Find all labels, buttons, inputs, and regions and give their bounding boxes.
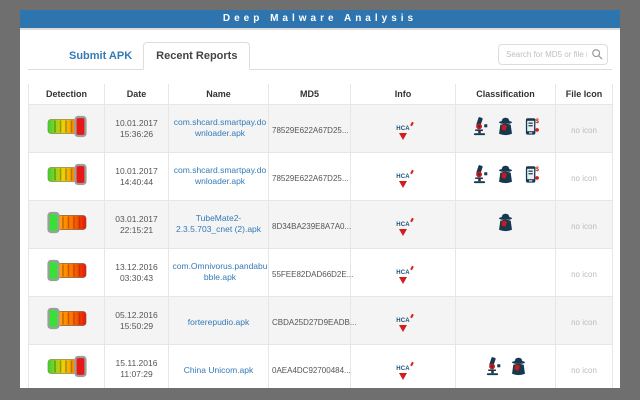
file-icon-placeholder: no icon xyxy=(571,174,597,183)
table-row: 05.12.2016 15:50:29 forterepudio.apk CBD… xyxy=(29,297,613,345)
column-header-info: Info xyxy=(351,84,456,105)
hca-logo-icon: HCA xyxy=(396,219,410,236)
classification-icons: $ xyxy=(470,164,541,184)
search-box xyxy=(498,44,608,65)
hca-logo-label: HCA xyxy=(396,222,410,228)
phone-sms-icon: $ xyxy=(522,164,541,184)
detection-meter-icon xyxy=(47,355,87,378)
table-row: 13.12.2016 03:30:43 com.Omnivorus.pandab… xyxy=(29,249,613,297)
svg-text:$: $ xyxy=(535,118,539,125)
spy-icon xyxy=(509,356,528,376)
classification-icons xyxy=(483,356,528,376)
svg-text:$: $ xyxy=(535,166,539,173)
hca-logo-label: HCA xyxy=(396,174,410,180)
file-icon-placeholder: no icon xyxy=(571,366,597,375)
spy-icon xyxy=(496,116,515,136)
table-row: 03.01.2017 22:15:21 TubeMate2-2.3.5.703_… xyxy=(29,201,613,249)
report-table-body: 10.01.2017 15:36:26 com.shcard.smartpay.… xyxy=(29,105,613,389)
detection-meter-icon xyxy=(47,115,87,138)
hca-logo-chevron xyxy=(399,133,407,140)
table-header-row: Detection Date Name MD5 Info Classificat… xyxy=(29,84,613,105)
md5-value: CBDA25D27D9EADB... xyxy=(272,318,356,327)
report-link[interactable]: com.shcard.smartpay.downloader.apk xyxy=(172,117,268,139)
column-header-detection: Detection xyxy=(29,84,105,105)
scan-time: 15:36:26 xyxy=(108,129,165,140)
table-row: 15.11.2016 11:07:29 China Unicom.apk 0AE… xyxy=(29,345,613,389)
classification-icons xyxy=(496,212,515,232)
app-window: Deep Malware Analysis Submit APK Recent … xyxy=(20,10,620,388)
file-icon-placeholder: no icon xyxy=(571,318,597,327)
window-title: Deep Malware Analysis xyxy=(20,10,620,28)
hca-logo-icon: HCA xyxy=(396,267,410,284)
hca-logo-icon: HCA xyxy=(396,363,410,380)
reports-table-area: Detection Date Name MD5 Info Classificat… xyxy=(20,70,620,388)
detection-meter-icon xyxy=(47,163,87,186)
scan-time: 14:40:44 xyxy=(108,177,165,188)
hca-logo-label: HCA xyxy=(396,270,410,276)
scan-date: 10.01.2017 xyxy=(108,118,165,129)
report-link[interactable]: com.Omnivorus.pandabubble.apk xyxy=(172,261,268,283)
hca-logo-chevron xyxy=(399,277,407,284)
hca-logo-label: HCA xyxy=(396,126,410,132)
table-row: 10.01.2017 15:36:26 com.shcard.smartpay.… xyxy=(29,105,613,153)
scan-date: 15.11.2016 xyxy=(108,358,165,369)
phone-sms-icon: $ xyxy=(522,116,541,136)
detection-meter-icon xyxy=(47,211,87,234)
spy-icon xyxy=(496,164,515,184)
file-icon-placeholder: no icon xyxy=(571,222,597,231)
table-row: 10.01.2017 14:40:44 com.shcard.smartpay.… xyxy=(29,153,613,201)
column-header-file-icon: File Icon xyxy=(556,84,613,105)
microscope-icon xyxy=(470,116,489,136)
report-link[interactable]: com.shcard.smartpay.downloader.apk xyxy=(172,165,268,187)
hca-logo-tick xyxy=(410,122,414,126)
reports-table: Detection Date Name MD5 Info Classificat… xyxy=(28,84,613,388)
report-link[interactable]: TubeMate2-2.3.5.703_cnet (2).apk xyxy=(172,213,265,235)
scan-date: 03.01.2017 xyxy=(108,214,165,225)
microscope-icon xyxy=(483,356,502,376)
hca-logo-tick xyxy=(410,314,414,318)
scan-time: 11:07:29 xyxy=(108,369,165,380)
hca-logo-icon: HCA xyxy=(396,171,410,188)
hca-logo-chevron xyxy=(399,229,407,236)
classification-icons: $ xyxy=(470,116,541,136)
hca-logo-tick xyxy=(410,362,414,366)
column-header-md5: MD5 xyxy=(269,84,351,105)
scan-date: 13.12.2016 xyxy=(108,262,165,273)
report-link[interactable]: forterepudio.apk xyxy=(188,317,249,328)
hca-logo-icon: HCA xyxy=(396,315,410,332)
hca-logo-tick xyxy=(410,266,414,270)
tab-submit-apk[interactable]: Submit APK xyxy=(58,43,143,69)
hca-logo-chevron xyxy=(399,181,407,188)
scan-time: 15:50:29 xyxy=(108,321,165,332)
detection-meter-icon xyxy=(47,307,87,330)
hca-logo-chevron xyxy=(399,373,407,380)
microscope-icon xyxy=(470,164,489,184)
hca-logo-label: HCA xyxy=(396,318,410,324)
md5-value: 78529E622A67D25... xyxy=(272,174,349,183)
scan-date: 10.01.2017 xyxy=(108,166,165,177)
scan-time: 03:30:43 xyxy=(108,273,165,284)
column-header-date: Date xyxy=(105,84,169,105)
hca-logo-chevron xyxy=(399,325,407,332)
md5-value: 0AEA4DC92700484... xyxy=(272,366,351,375)
detection-meter-icon xyxy=(47,259,87,282)
hca-logo-label: HCA xyxy=(396,366,410,372)
md5-value: 8D34BA239E8A7A0... xyxy=(272,222,351,231)
md5-value: 78529E622A67D25... xyxy=(272,126,349,135)
column-header-classification: Classification xyxy=(456,84,556,105)
column-header-name: Name xyxy=(169,84,269,105)
file-icon-placeholder: no icon xyxy=(571,270,597,279)
hca-logo-tick xyxy=(410,218,414,222)
hca-logo-icon: HCA xyxy=(396,123,410,140)
search-icon[interactable] xyxy=(591,48,603,60)
hca-logo-tick xyxy=(410,170,414,174)
tab-recent-reports[interactable]: Recent Reports xyxy=(143,42,250,70)
toolbar: Submit APK Recent Reports xyxy=(20,30,620,70)
scan-date: 05.12.2016 xyxy=(108,310,165,321)
spy-icon xyxy=(496,212,515,232)
report-link[interactable]: China Unicom.apk xyxy=(184,365,253,376)
file-icon-placeholder: no icon xyxy=(571,126,597,135)
scan-time: 22:15:21 xyxy=(108,225,165,236)
md5-value: 55FEE82DAD66D2E... xyxy=(272,270,353,279)
